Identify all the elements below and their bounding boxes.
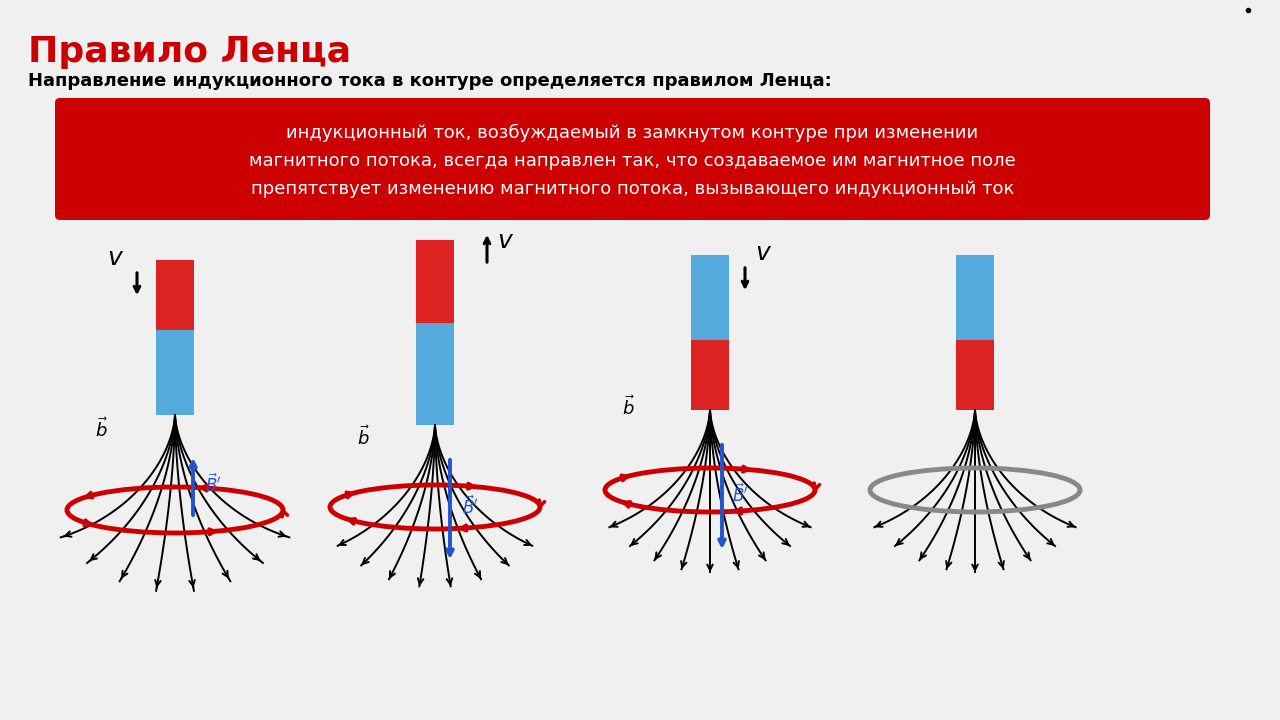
Text: $\vec{b}$: $\vec{b}$	[622, 395, 635, 419]
Text: $v$: $v$	[497, 229, 515, 253]
Text: $\vec{B}'$: $\vec{B}'$	[205, 473, 221, 495]
Bar	[691, 255, 730, 341]
Bar	[691, 341, 730, 410]
Text: индукционный ток, возбуждаемый в замкнутом контуре при изменении
магнитного пото: индукционный ток, возбуждаемый в замкнут…	[250, 124, 1016, 198]
Text: $v$: $v$	[108, 246, 124, 270]
Text: Направление индукционного тока в контуре определяется правилом Ленца:: Направление индукционного тока в контуре…	[28, 72, 832, 90]
Bar	[956, 255, 995, 341]
Bar	[956, 341, 995, 410]
Bar	[156, 330, 195, 415]
Text: $\vec{b}$: $\vec{b}$	[357, 425, 370, 449]
Bar	[416, 240, 454, 323]
Text: $v$: $v$	[755, 241, 772, 265]
Text: Правило Ленца: Правило Ленца	[28, 35, 351, 69]
Bar	[416, 323, 454, 425]
Bar	[156, 260, 195, 330]
FancyBboxPatch shape	[55, 98, 1210, 220]
Text: $\vec{b}$: $\vec{b}$	[95, 417, 108, 441]
Text: $\vec{B}'$: $\vec{B}'$	[732, 484, 749, 506]
Text: $\vec{B}'$: $\vec{B}'$	[462, 496, 479, 518]
